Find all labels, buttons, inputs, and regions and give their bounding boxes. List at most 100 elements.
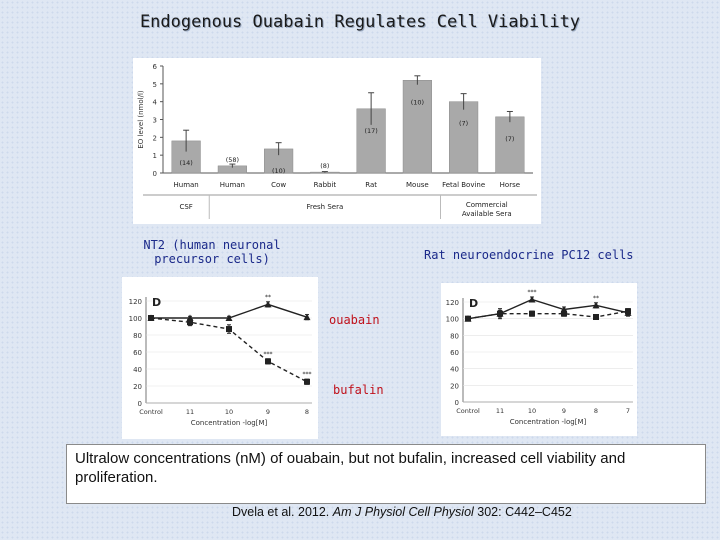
x-tick-label: Human: [220, 181, 245, 189]
data-point: [264, 300, 272, 308]
nt2-cells-label: NT2 (human neuronal precursor cells): [122, 238, 302, 266]
data-point: [625, 308, 631, 315]
y-tick-label: 20: [133, 383, 142, 391]
citation-authors: Dvela et al. 2012.: [232, 505, 330, 519]
n-label: (17): [364, 127, 377, 135]
pc12-line-chart: 0 20 40 60 80 100 120 Control 11 10 9 8 7 Concentrati…: [441, 283, 637, 436]
x-tick-label: 7: [626, 407, 630, 415]
x-tick-label: Mouse: [406, 181, 429, 189]
nt2-label-line1: NT2 (human neuronal: [143, 238, 281, 252]
y-tick-label: 80: [133, 332, 142, 340]
x-tick-label: 9: [562, 407, 566, 415]
group-label: Commercial: [466, 201, 508, 209]
n-label: (7): [459, 120, 468, 128]
x-tick-label: Human: [174, 181, 199, 189]
data-point: [465, 315, 471, 322]
group-label: Fresh Sera: [306, 203, 343, 211]
group-label: Available Sera: [462, 210, 512, 218]
x-tick-label: 8: [305, 408, 309, 416]
nt2-label-line2: precursor cells): [154, 252, 270, 266]
y-tick-label: 60: [450, 349, 459, 357]
x-tick-label: 10: [225, 408, 233, 416]
x-tick-label: 9: [266, 408, 270, 416]
bufalin-label: bufalin: [333, 383, 384, 397]
eo-level-bar-chart: 0 1 2 3 4 5 6 EO level (nmol/l) (14) Human (58) Hum…: [133, 58, 541, 224]
x-tick-label: Cow: [271, 181, 286, 189]
y-tick-label: 3: [153, 117, 157, 125]
data-point: [529, 310, 535, 317]
y-axis-title: EO level (nmol/l): [137, 90, 145, 149]
significance-label: **: [265, 294, 271, 301]
n-label: (10): [411, 98, 424, 106]
y-tick-label: 100: [129, 315, 142, 323]
y-tick-label: 100: [446, 316, 459, 324]
series-line: [467, 298, 629, 320]
x-axis-title: Concentration -log[M]: [191, 419, 268, 427]
citation-pages: 302: C442–C452: [477, 505, 572, 519]
n-label: (10): [272, 167, 285, 175]
significance-label: ***: [528, 289, 537, 296]
x-tick-label: 11: [186, 408, 194, 416]
y-tick-label: 1: [153, 152, 157, 160]
y-tick-label: 6: [153, 63, 158, 71]
x-tick-label: Rat: [365, 181, 377, 189]
nt2-chart-svg: 0 20 40 60 80 100 120 Control 11 10 9 8 Concentratio…: [129, 294, 312, 427]
data-point: [187, 319, 193, 326]
significance-label: **: [593, 295, 599, 302]
x-tick-label: Control: [456, 407, 480, 415]
y-tick-label: 80: [450, 332, 459, 340]
x-tick-label: 8: [594, 407, 598, 415]
y-tick-label: 0: [138, 400, 142, 408]
x-axis-title: Concentration -log[M]: [510, 418, 587, 426]
pc12-chart-svg: 0 20 40 60 80 100 120 Control 11 10 9 8 7 Concentrati…: [446, 289, 633, 426]
bar: [449, 101, 479, 174]
slide-title: Endogenous Ouabain Regulates Cell Viabil…: [139, 12, 581, 32]
bar: [402, 80, 432, 174]
citation: Dvela et al. 2012. Am J Physiol Cell Phy…: [232, 505, 572, 519]
y-tick-label: 0: [153, 170, 157, 178]
summary-note: Ultralow concentrations (nM) of ouabain,…: [66, 444, 706, 504]
y-tick-label: 60: [133, 349, 142, 357]
ouabain-label: ouabain: [329, 313, 380, 327]
series-line: [467, 310, 629, 320]
significance-label: ***: [303, 371, 312, 378]
nt2-line-chart: 0 20 40 60 80 100 120 Control 11 10 9 8 Concentratio…: [122, 277, 318, 439]
panel-letter: D: [152, 296, 161, 309]
data-point: [593, 314, 599, 320]
y-tick-label: 40: [450, 366, 459, 374]
group-label: CSF: [179, 203, 192, 211]
n-label: (8): [320, 162, 329, 170]
x-tick-label: Horse: [500, 181, 520, 189]
y-tick-label: 40: [133, 366, 142, 374]
n-label: (58): [226, 156, 239, 164]
y-tick-label: 5: [153, 81, 157, 89]
y-tick-label: 2: [153, 134, 157, 142]
data-point: [528, 296, 536, 303]
bar: [495, 116, 525, 174]
data-point: [265, 358, 271, 365]
n-label: (14): [179, 159, 192, 167]
x-tick-label: 10: [528, 407, 536, 415]
data-point: [225, 314, 233, 321]
significance-label: ***: [264, 351, 273, 358]
data-point: [561, 310, 567, 317]
y-tick-label: 4: [153, 99, 158, 107]
pc12-cells-label: Rat neuroendocrine PC12 cells: [424, 248, 634, 262]
data-point: [304, 378, 310, 385]
citation-journal: Am J Physiol Cell Physiol: [332, 505, 474, 519]
data-point: [148, 315, 154, 321]
n-label: (7): [505, 135, 514, 143]
y-tick-label: 120: [129, 298, 142, 306]
data-point: [592, 301, 600, 309]
y-tick-label: 120: [446, 299, 459, 307]
data-point: [226, 326, 232, 333]
y-tick-label: 0: [455, 399, 459, 407]
x-tick-label: Control: [139, 408, 163, 416]
x-tick-label: Fetal Bovine: [442, 181, 485, 189]
x-tick-label: Rabbit: [314, 181, 337, 189]
y-tick-label: 20: [450, 382, 459, 390]
panel-letter: D: [469, 297, 478, 310]
data-point: [497, 310, 503, 317]
bar-chart-svg: 0 1 2 3 4 5 6 EO level (nmol/l) (14) Human (58) Hum…: [137, 63, 537, 219]
x-tick-label: 11: [496, 407, 504, 415]
